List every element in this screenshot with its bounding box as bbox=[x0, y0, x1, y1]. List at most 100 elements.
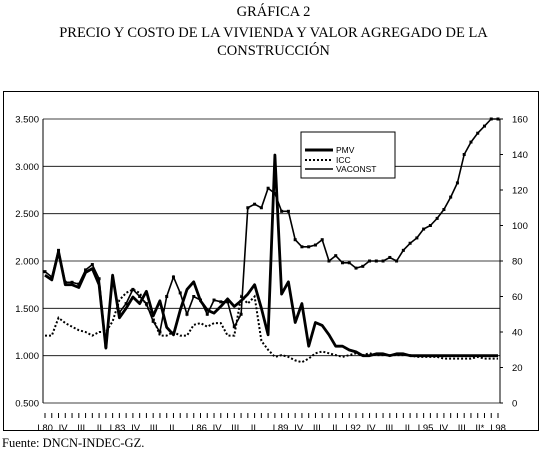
legend-box bbox=[300, 131, 396, 179]
x-tick-label: I.80 bbox=[37, 423, 53, 434]
series-line-pmv bbox=[44, 153, 498, 358]
vaconst-point bbox=[374, 259, 378, 263]
vaconst-point bbox=[442, 208, 446, 212]
vaconst-point bbox=[293, 238, 297, 242]
right-axis-ticks: 0 20 40 60 80 100 120 140 160 bbox=[500, 115, 528, 410]
vaconst-point bbox=[84, 268, 88, 272]
vaconst-point bbox=[307, 245, 311, 249]
vaconst-point bbox=[327, 259, 331, 263]
vaconst-point bbox=[131, 287, 135, 291]
vaconst-point bbox=[320, 238, 324, 242]
vaconst-point bbox=[415, 236, 419, 240]
legend: PMV ICC VACONST bbox=[300, 131, 396, 179]
vaconst-point bbox=[246, 206, 250, 210]
x-tick-label: III bbox=[385, 423, 393, 434]
left-tick-label: 1.000 bbox=[15, 351, 39, 362]
vaconst-point bbox=[219, 300, 223, 304]
right-tick-label: 100 bbox=[512, 221, 528, 232]
x-tick-label: II* bbox=[475, 423, 484, 434]
legend-label-vaconst: VACONST bbox=[336, 164, 376, 174]
vaconst-point bbox=[178, 291, 182, 295]
vaconst-point bbox=[151, 319, 155, 323]
right-tick-label: 0 bbox=[512, 399, 517, 410]
vaconst-point bbox=[428, 224, 432, 227]
left-tick-label: 3.500 bbox=[15, 115, 39, 126]
vaconst-point bbox=[469, 140, 473, 144]
x-tick-label: I.92 bbox=[345, 423, 361, 434]
vaconst-point bbox=[171, 275, 175, 279]
vaconst-point bbox=[408, 241, 412, 245]
vaconst-point bbox=[43, 270, 47, 274]
legend-label-pmv: PMV bbox=[336, 145, 355, 155]
vaconst-point bbox=[77, 282, 81, 286]
vaconst-point bbox=[212, 298, 216, 302]
x-tick-label: IV bbox=[367, 423, 377, 434]
x-tick-label: III bbox=[313, 423, 321, 434]
left-tick-label: 2.000 bbox=[15, 257, 39, 268]
x-tick-label: III bbox=[231, 423, 239, 434]
chart-title-line-3: CONSTRUCCIÓN bbox=[217, 43, 330, 59]
x-tick-label: IV bbox=[213, 423, 223, 434]
vaconst-point bbox=[354, 266, 358, 270]
vaconst-point bbox=[158, 330, 162, 334]
x-tick-label: II bbox=[169, 423, 174, 434]
vaconst-point bbox=[313, 243, 317, 247]
x-tick-label: IV bbox=[59, 423, 69, 434]
x-tick-label: IV bbox=[439, 423, 449, 434]
vaconst-point bbox=[266, 186, 270, 190]
vaconst-point bbox=[165, 295, 169, 298]
left-tick-label: 2.500 bbox=[15, 209, 39, 220]
series-layer bbox=[43, 117, 500, 364]
vaconst-point bbox=[232, 325, 236, 329]
vaconst-point bbox=[192, 295, 196, 298]
legend-label-icc: ICC bbox=[336, 155, 351, 165]
vaconst-point bbox=[300, 245, 304, 249]
vaconst-point bbox=[489, 117, 493, 121]
vaconst-point bbox=[226, 300, 230, 304]
series-line-icc bbox=[45, 288, 498, 364]
vaconst-point bbox=[449, 195, 453, 199]
x-tick-label: II bbox=[405, 423, 410, 434]
x-tick-label: III bbox=[458, 423, 466, 434]
right-tick-label: 80 bbox=[512, 257, 523, 268]
vaconst-point bbox=[138, 295, 142, 298]
vaconst-point bbox=[347, 261, 351, 265]
x-tick-label: III bbox=[150, 423, 158, 434]
vaconst-point bbox=[97, 277, 101, 281]
chart-frame bbox=[3, 91, 539, 431]
vaconst-point bbox=[124, 302, 128, 306]
vaconst-point bbox=[388, 255, 392, 259]
x-tick-label: I.98 bbox=[490, 423, 506, 434]
vaconst-point bbox=[476, 131, 480, 135]
x-tick-label: III bbox=[77, 423, 85, 434]
left-tick-label: 0.500 bbox=[15, 399, 39, 410]
left-tick-label: 1.500 bbox=[15, 304, 39, 315]
x-tick-label: I.95 bbox=[418, 423, 434, 434]
x-tick-label: I.83 bbox=[110, 423, 126, 434]
vaconst-point bbox=[90, 263, 94, 267]
vaconst-point bbox=[496, 117, 500, 121]
vaconst-point bbox=[455, 181, 459, 185]
right-tick-label: 20 bbox=[512, 363, 523, 374]
vaconst-point bbox=[205, 312, 209, 316]
x-tick-label: II bbox=[97, 423, 102, 434]
vaconst-point bbox=[239, 312, 243, 316]
vaconst-point bbox=[368, 259, 372, 263]
vaconst-point bbox=[395, 259, 399, 263]
vaconst-point bbox=[286, 209, 290, 213]
vaconst-point bbox=[482, 124, 486, 128]
x-tick-label: I.86 bbox=[191, 423, 207, 434]
vaconst-point bbox=[144, 302, 148, 306]
x-axis: I.80 IV III II I.83 IV III II I.86 IV III II I.89 IV I… bbox=[37, 413, 506, 434]
vaconst-point bbox=[185, 312, 189, 316]
x-tick-label: IV bbox=[294, 423, 304, 434]
left-axis-ticks: 0.500 1.000 1.500 2.000 2.500 3.000 3.500 bbox=[15, 115, 39, 410]
right-tick-label: 60 bbox=[512, 292, 523, 303]
vaconst-point bbox=[259, 206, 263, 210]
source-note: Fuente: DNCN-INDEC-GZ. bbox=[2, 436, 145, 450]
vaconst-point bbox=[381, 259, 385, 263]
right-tick-label: 140 bbox=[512, 150, 528, 161]
right-tick-label: 120 bbox=[512, 186, 528, 197]
vaconst-point bbox=[340, 261, 344, 265]
